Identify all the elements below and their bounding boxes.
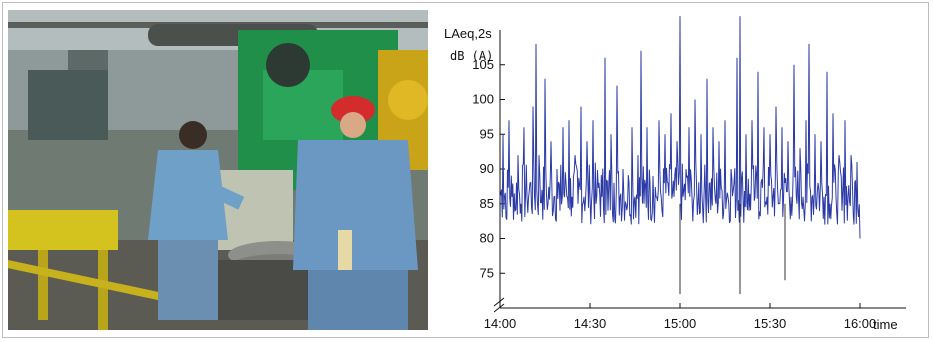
x-tick-label: 16:00 xyxy=(844,316,877,331)
x-axis-label: time xyxy=(873,317,898,332)
x-tick-label: 15:30 xyxy=(754,316,787,331)
y-axis-label-line2: dB (A) xyxy=(450,49,493,63)
y-tick-label: 80 xyxy=(480,231,494,246)
axis-break-mark xyxy=(493,297,505,313)
x-tick-label: 14:30 xyxy=(574,316,607,331)
y-tick-label: 100 xyxy=(472,92,494,107)
figure-frame xyxy=(2,2,929,338)
x-tick-label: 15:00 xyxy=(664,316,697,331)
x-tick-label: 14:00 xyxy=(484,316,517,331)
factory-workers-photo xyxy=(8,10,428,330)
noise-chart: 75 80 85 90 95 100 105 14:00 14:30 15:00 15:30 16:0… xyxy=(444,16,906,332)
y-tick-label: 90 xyxy=(480,161,494,176)
y-tick-label: 95 xyxy=(480,126,494,141)
y-axis-label-line1: LAeq,2s xyxy=(444,26,492,41)
y-tick-label: 75 xyxy=(480,265,494,280)
y-tick-label: 85 xyxy=(480,196,494,211)
y-tick-label: 105 xyxy=(472,57,494,72)
noise-level-series-line xyxy=(499,16,861,239)
